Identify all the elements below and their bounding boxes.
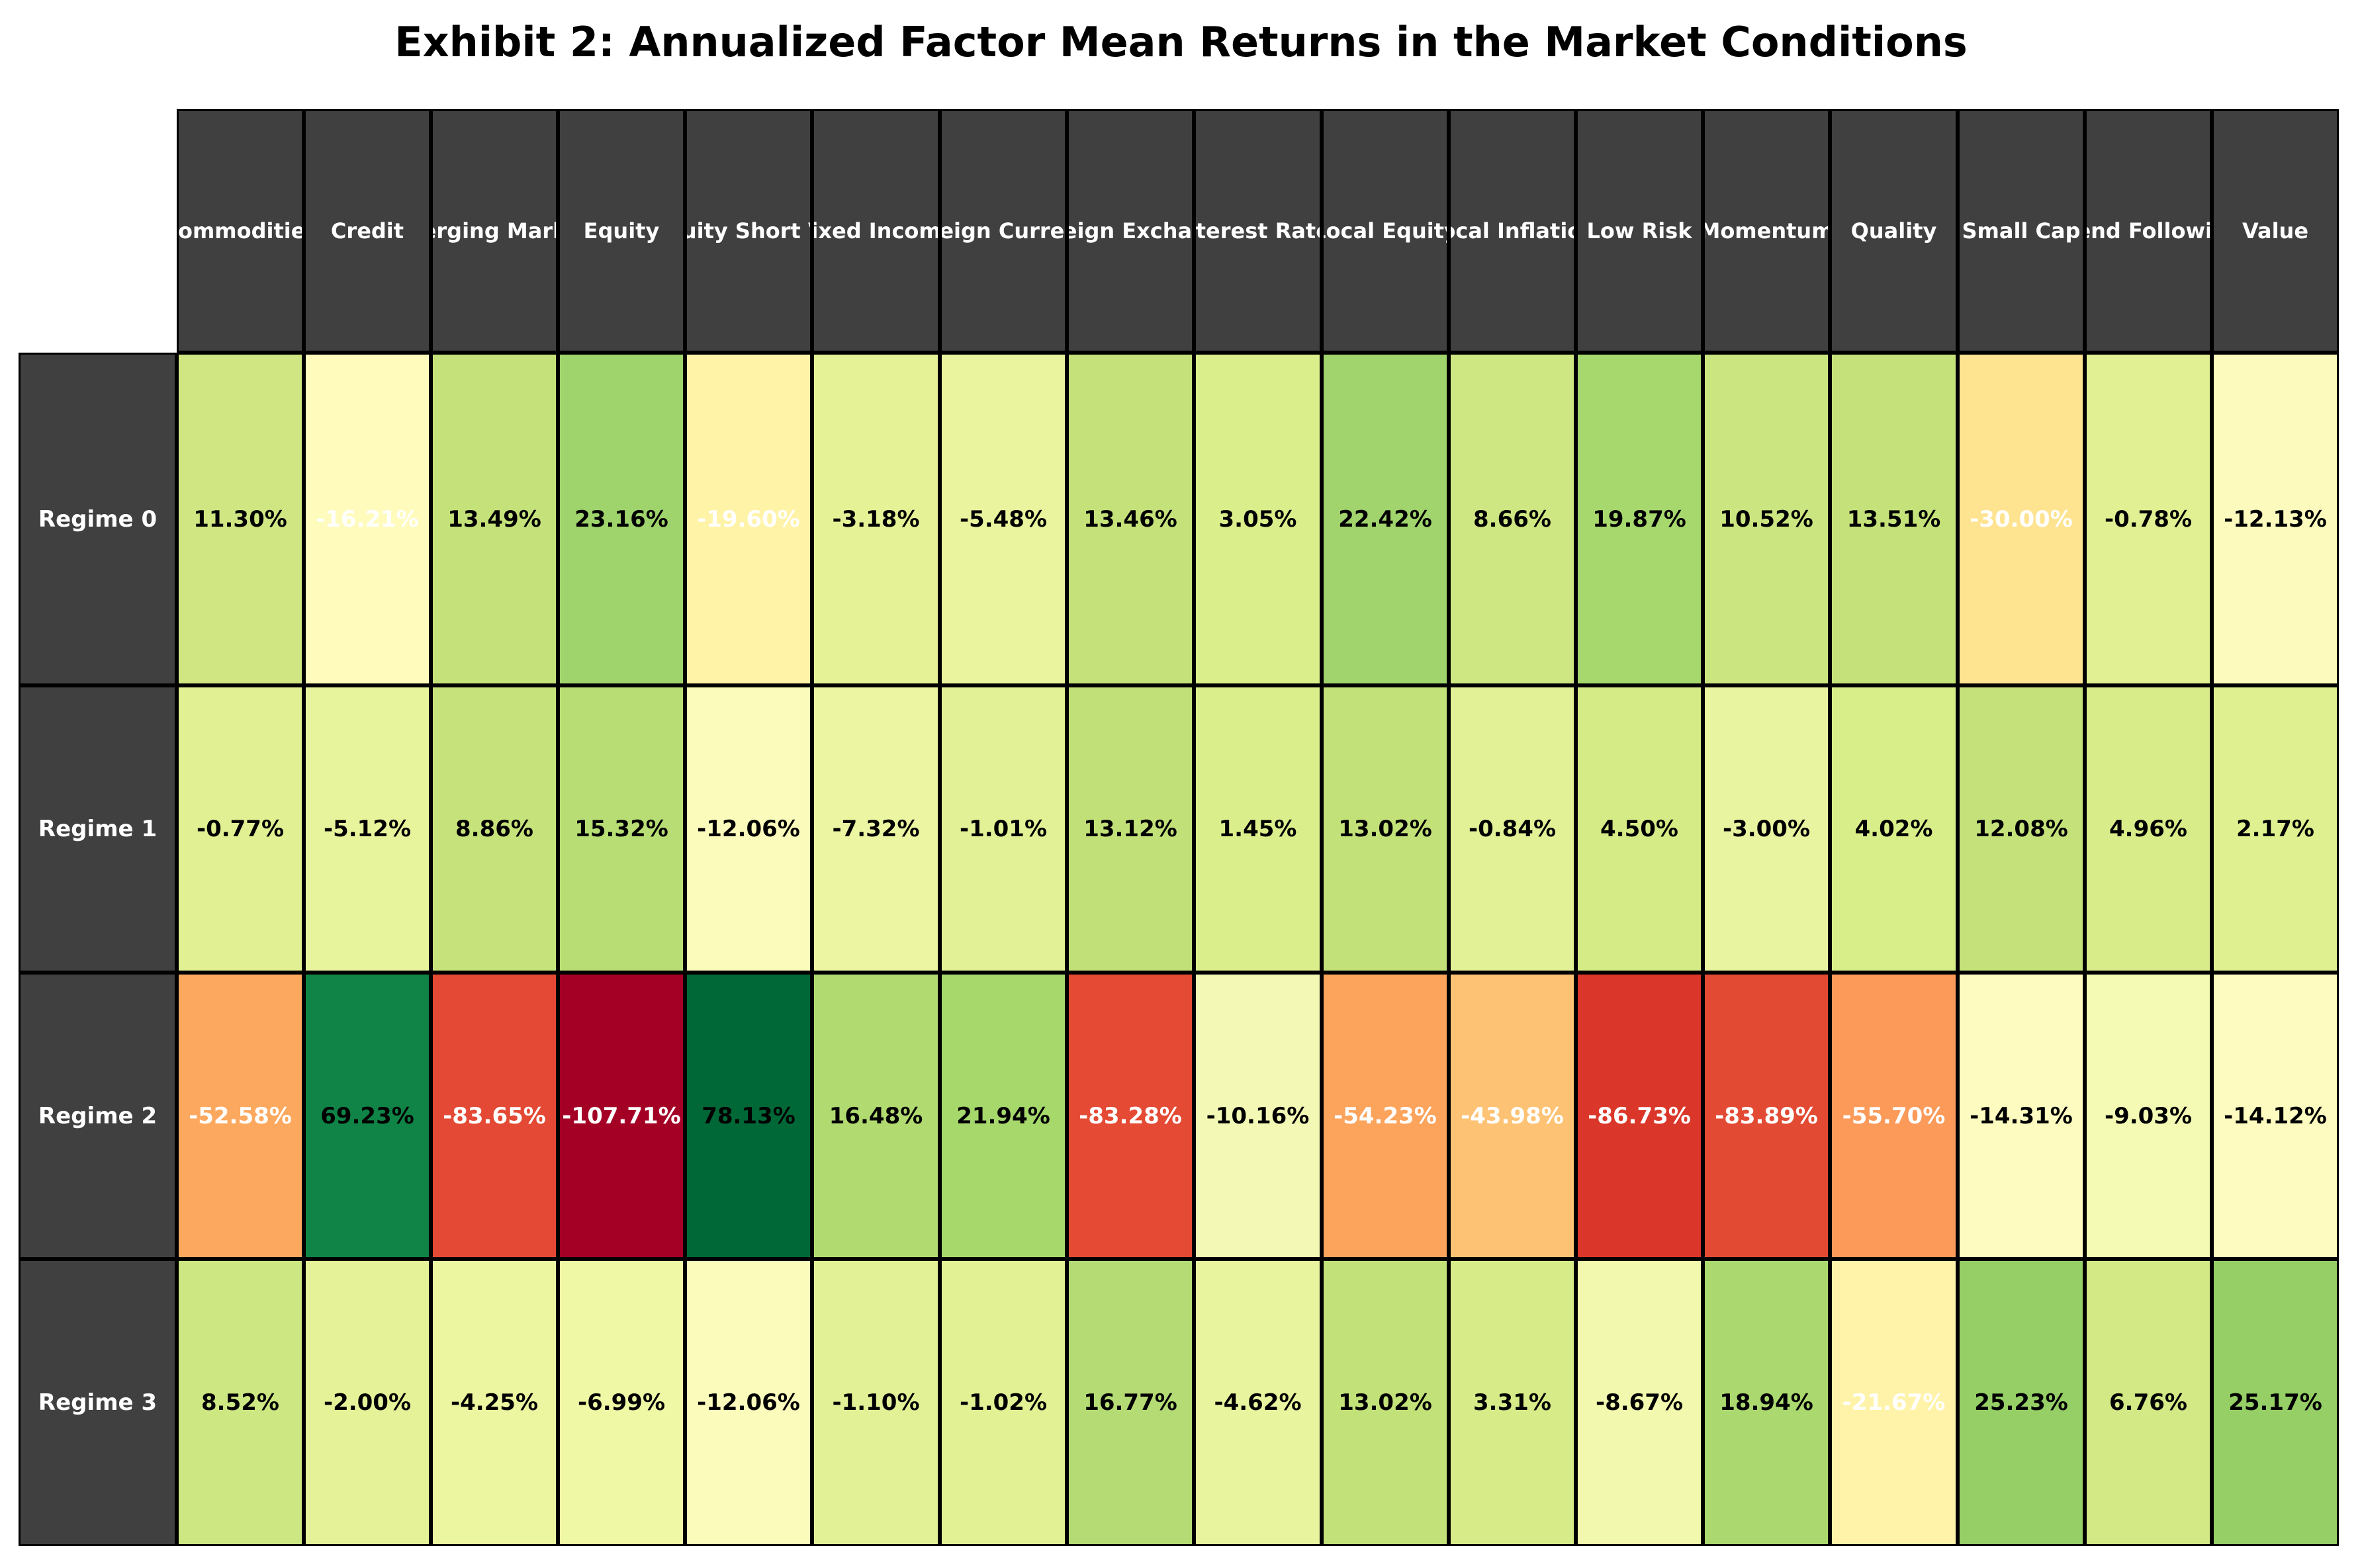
heatmap-cell: -10.16% xyxy=(1194,973,1322,1259)
heatmap-cell: 3.31% xyxy=(1449,1259,1576,1546)
heatmap-cell: 8.66% xyxy=(1449,353,1576,685)
column-header: Emerging Markets xyxy=(431,109,558,353)
column-header: Equity Short Vol xyxy=(685,109,812,353)
heatmap-cell: -1.01% xyxy=(940,685,1067,973)
column-header: Credit xyxy=(304,109,431,353)
row-header: Regime 0 xyxy=(19,353,177,685)
heatmap-cell: -19.60% xyxy=(685,353,812,685)
row-header: Regime 2 xyxy=(19,973,177,1259)
heatmap-cell: -55.70% xyxy=(1830,973,1958,1259)
heatmap-cell: -14.31% xyxy=(1958,973,2085,1259)
heatmap-cell: -0.78% xyxy=(2085,353,2212,685)
heatmap-cell: 12.08% xyxy=(1958,685,2085,973)
heatmap-cell: 13.02% xyxy=(1322,685,1449,973)
heatmap-cell: -4.25% xyxy=(431,1259,558,1546)
heatmap-cell: 69.23% xyxy=(304,973,431,1259)
heatmap-cell: 16.77% xyxy=(1067,1259,1194,1546)
heatmap-cell: -30.00% xyxy=(1958,353,2085,685)
heatmap-cell: -86.73% xyxy=(1576,973,1703,1259)
heatmap-cell: 8.52% xyxy=(177,1259,304,1546)
column-header: Momentum xyxy=(1703,109,1830,353)
heatmap-cell: -12.06% xyxy=(685,1259,812,1546)
heatmap-cell: 13.02% xyxy=(1322,1259,1449,1546)
heatmap-cell: -52.58% xyxy=(177,973,304,1259)
heatmap-cell: -21.67% xyxy=(1830,1259,1958,1546)
column-header: Foreign Currency xyxy=(940,109,1067,353)
heatmap-cell: 13.46% xyxy=(1067,353,1194,685)
heatmap-cell: 16.48% xyxy=(812,973,940,1259)
heatmap-cell: -12.06% xyxy=(685,685,812,973)
heatmap-cell: 4.50% xyxy=(1576,685,1703,973)
heatmap-cell: 13.51% xyxy=(1830,353,1958,685)
heatmap-cell: -83.28% xyxy=(1067,973,1194,1259)
heatmap-cell: -4.62% xyxy=(1194,1259,1322,1546)
heatmap-cell: -0.84% xyxy=(1449,685,1576,973)
column-header: Commodities xyxy=(177,109,304,353)
column-header: Trend Following xyxy=(2085,109,2212,353)
heatmap-cell: -3.00% xyxy=(1703,685,1830,973)
heatmap-cell: -0.77% xyxy=(177,685,304,973)
heatmap-cell: -107.71% xyxy=(558,973,685,1259)
heatmap-cell: -43.98% xyxy=(1449,973,1576,1259)
heatmap-cell: -5.12% xyxy=(304,685,431,973)
heatmap-cell: -5.48% xyxy=(940,353,1067,685)
column-header: Equity xyxy=(558,109,685,353)
column-header: Interest Rates xyxy=(1194,109,1322,353)
heatmap-cell: -12.13% xyxy=(2212,353,2339,685)
heatmap-cell: 8.86% xyxy=(431,685,558,973)
column-header: Low Risk xyxy=(1576,109,1703,353)
heatmap-cell: 2.17% xyxy=(2212,685,2339,973)
heatmap-cell: -1.10% xyxy=(812,1259,940,1546)
heatmap-cell: 78.13% xyxy=(685,973,812,1259)
heatmap-cell: 19.87% xyxy=(1576,353,1703,685)
row-header: Regime 1 xyxy=(19,685,177,973)
heatmap-cell: 21.94% xyxy=(940,973,1067,1259)
column-header: Quality xyxy=(1830,109,1958,353)
heatmap-cell: 3.05% xyxy=(1194,353,1322,685)
heatmap-cell: -9.03% xyxy=(2085,973,2212,1259)
heatmap-cell: -6.99% xyxy=(558,1259,685,1546)
heatmap-cell: 18.94% xyxy=(1703,1259,1830,1546)
heatmap-cell: 23.16% xyxy=(558,353,685,685)
heatmap-cell: -14.12% xyxy=(2212,973,2339,1259)
heatmap-cell: 15.32% xyxy=(558,685,685,973)
heatmap-cell: -3.18% xyxy=(812,353,940,685)
column-header: Local Inflation xyxy=(1449,109,1576,353)
chart-title: Exhibit 2: Annualized Factor Mean Return… xyxy=(394,17,1968,66)
column-header: Foreign Exchange xyxy=(1067,109,1194,353)
heatmap-cell: 22.42% xyxy=(1322,353,1449,685)
heatmap-cell: 13.12% xyxy=(1067,685,1194,973)
heatmap-cell: 11.30% xyxy=(177,353,304,685)
heatmap-cell: -83.89% xyxy=(1703,973,1830,1259)
heatmap-cell: -7.32% xyxy=(812,685,940,973)
heatmap-cell: 25.23% xyxy=(1958,1259,2085,1546)
column-header: Local Equity xyxy=(1322,109,1449,353)
heatmap-cell: -1.02% xyxy=(940,1259,1067,1546)
heatmap-cell: -83.65% xyxy=(431,973,558,1259)
heatmap-cell: -8.67% xyxy=(1576,1259,1703,1546)
column-header: Value xyxy=(2212,109,2339,353)
heatmap-cell: 10.52% xyxy=(1703,353,1830,685)
heatmap-cell: 6.76% xyxy=(2085,1259,2212,1546)
heatmap-cell: 1.45% xyxy=(1194,685,1322,973)
column-header: Small Cap xyxy=(1958,109,2085,353)
heatmap-cell: -54.23% xyxy=(1322,973,1449,1259)
row-header: Regime 3 xyxy=(19,1259,177,1546)
heatmap-cell: 13.49% xyxy=(431,353,558,685)
heatmap-cell: 4.96% xyxy=(2085,685,2212,973)
heatmap-cell: -2.00% xyxy=(304,1259,431,1546)
heatmap-cell: 4.02% xyxy=(1830,685,1958,973)
heatmap-cell: 25.17% xyxy=(2212,1259,2339,1546)
heatmap-cell: -16.21% xyxy=(304,353,431,685)
